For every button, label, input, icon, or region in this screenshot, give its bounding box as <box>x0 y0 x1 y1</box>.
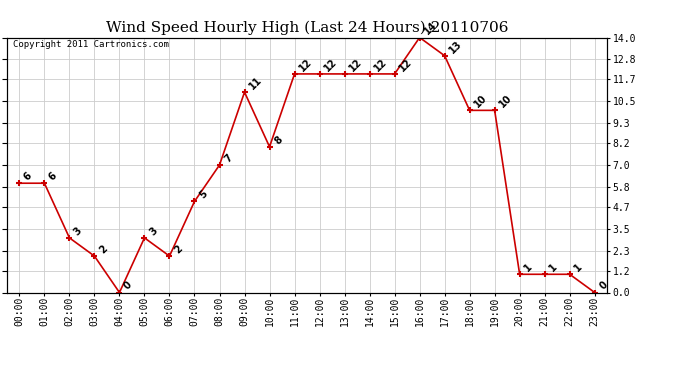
Text: Copyright 2011 Cartronics.com: Copyright 2011 Cartronics.com <box>13 40 169 49</box>
Title: Wind Speed Hourly High (Last 24 Hours) 20110706: Wind Speed Hourly High (Last 24 Hours) 2… <box>106 21 509 35</box>
Text: 2: 2 <box>172 243 184 255</box>
Text: 5: 5 <box>197 189 209 201</box>
Text: 0: 0 <box>122 280 134 292</box>
Text: 12: 12 <box>397 57 414 73</box>
Text: 7: 7 <box>222 152 234 164</box>
Text: 1: 1 <box>573 262 584 273</box>
Text: 6: 6 <box>22 171 34 182</box>
Text: 13: 13 <box>447 38 464 55</box>
Text: 0: 0 <box>598 280 609 292</box>
Text: 8: 8 <box>273 134 284 146</box>
Text: 3: 3 <box>147 225 159 237</box>
Text: 1: 1 <box>522 262 534 273</box>
Text: 2: 2 <box>97 243 109 255</box>
Text: 1: 1 <box>547 262 560 273</box>
Text: 12: 12 <box>373 57 389 73</box>
Text: 3: 3 <box>72 225 84 237</box>
Text: 10: 10 <box>473 93 489 110</box>
Text: 12: 12 <box>322 57 339 73</box>
Text: 10: 10 <box>497 93 514 110</box>
Text: 12: 12 <box>297 57 314 73</box>
Text: 11: 11 <box>247 75 264 92</box>
Text: 12: 12 <box>347 57 364 73</box>
Text: 14: 14 <box>422 20 439 37</box>
Text: 6: 6 <box>47 171 59 182</box>
